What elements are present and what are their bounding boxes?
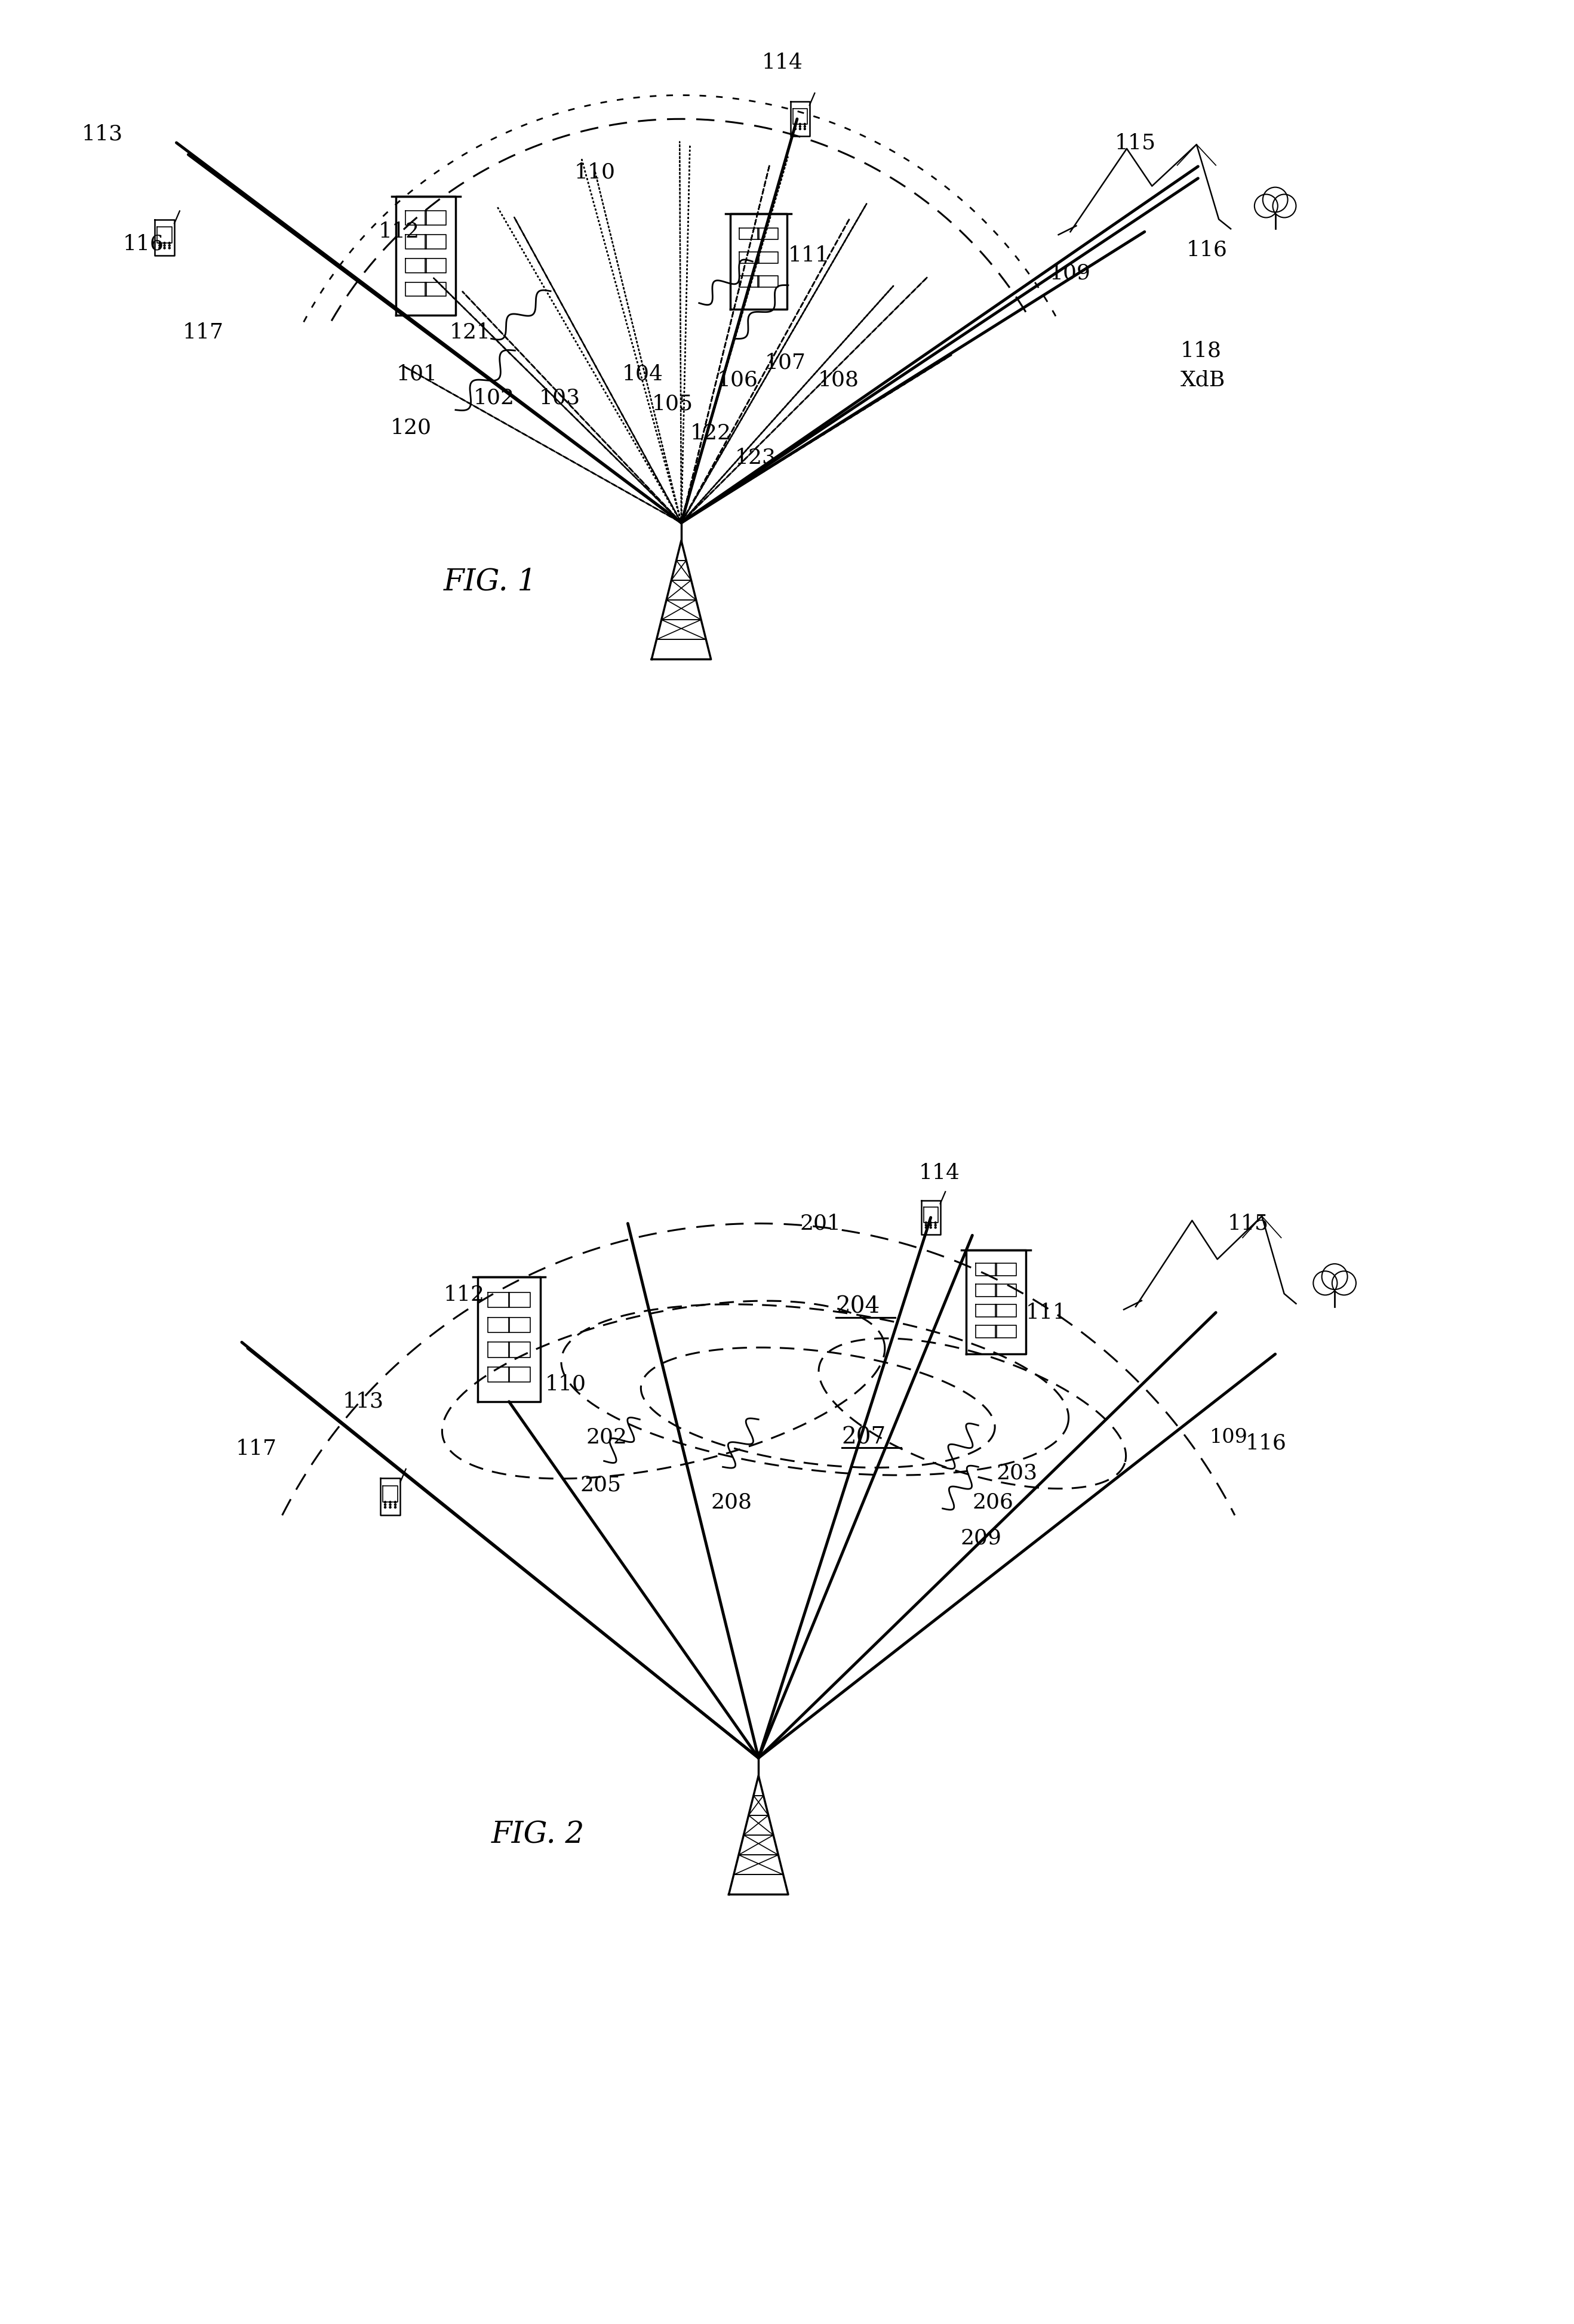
Text: 105: 105 [652,393,693,414]
Text: 116: 116 [123,232,164,253]
Text: 111: 111 [1026,1301,1067,1322]
Text: XdB: XdB [1180,370,1225,390]
Text: 201: 201 [800,1213,841,1234]
Text: 205: 205 [581,1476,622,1494]
Text: 104: 104 [622,365,663,383]
Text: 117: 117 [236,1439,277,1459]
Text: 109: 109 [1210,1427,1248,1448]
Text: 103: 103 [538,388,579,409]
Text: 106: 106 [716,370,759,390]
Text: 112: 112 [378,221,420,242]
Text: 107: 107 [765,353,806,372]
Text: 113: 113 [82,123,123,144]
Text: 209: 209 [960,1529,1001,1548]
Text: 122: 122 [689,423,732,444]
Text: FIG. 2: FIG. 2 [491,1820,584,1850]
Text: 115: 115 [1114,132,1157,153]
Text: 203: 203 [996,1462,1037,1483]
Text: 101: 101 [397,365,438,383]
Text: 112: 112 [444,1285,485,1304]
Text: 117: 117 [183,323,224,344]
Text: 109: 109 [1050,263,1091,284]
Text: 115: 115 [1228,1213,1269,1234]
Text: 120: 120 [390,418,431,437]
Text: 108: 108 [818,370,859,390]
Text: 121: 121 [450,323,491,344]
Text: 114: 114 [762,53,803,72]
Text: 207: 207 [842,1427,886,1448]
Text: 113: 113 [343,1392,384,1411]
Text: 202: 202 [586,1427,628,1448]
Text: 102: 102 [474,388,515,409]
Text: 114: 114 [919,1162,960,1183]
Text: 111: 111 [789,246,829,265]
Text: FIG. 1: FIG. 1 [444,567,537,597]
Text: 118: 118 [1180,339,1221,360]
Text: 208: 208 [711,1492,752,1513]
Text: 110: 110 [545,1373,586,1394]
Text: 110: 110 [575,163,615,184]
Text: 206: 206 [973,1492,1014,1513]
Text: 204: 204 [836,1294,880,1318]
Text: 116: 116 [1245,1434,1286,1452]
Text: 123: 123 [735,446,776,467]
Text: 116: 116 [1187,239,1228,260]
